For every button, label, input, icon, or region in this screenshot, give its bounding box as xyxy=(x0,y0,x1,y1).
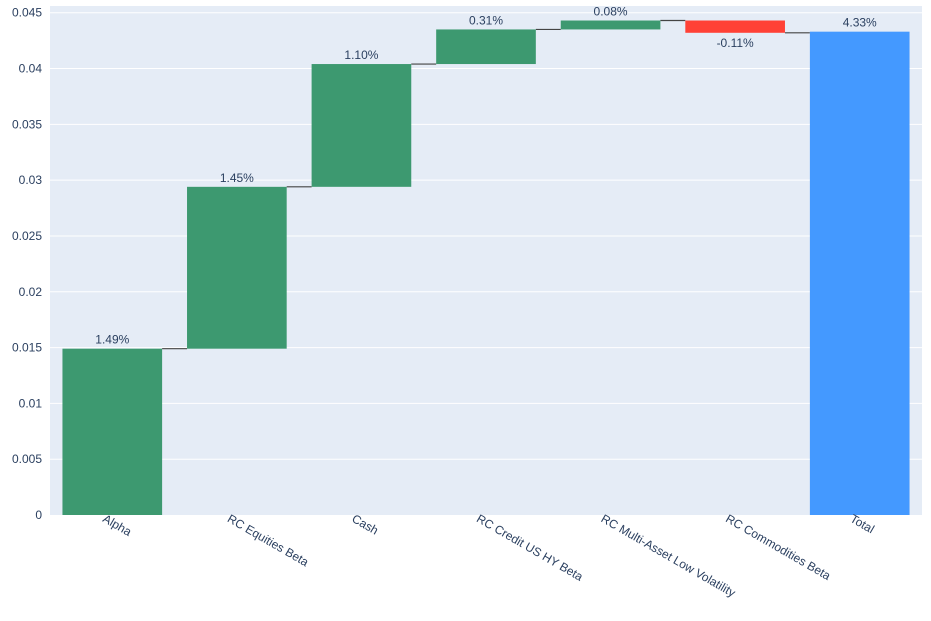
y-tick-label: 0.04 xyxy=(19,62,43,76)
data-label: -0.11% xyxy=(717,36,754,50)
bar xyxy=(187,186,287,349)
data-label: 1.49% xyxy=(95,333,129,347)
y-tick-label: 0.02 xyxy=(19,285,43,299)
data-label: 1.10% xyxy=(344,48,378,62)
x-tick-label: RC Credit US HY Beta xyxy=(474,511,586,584)
bar xyxy=(685,20,785,33)
data-label: 4.33% xyxy=(843,16,877,30)
data-label: 1.45% xyxy=(220,171,254,185)
y-axis-tick-labels: 0 0.005 0.01 0.015 0.02 0.025 0.03 0.035 0.04 0.0… xyxy=(12,6,42,522)
bar xyxy=(62,348,163,515)
x-tick-label: Cash xyxy=(350,511,381,537)
bar xyxy=(809,31,910,515)
y-tick-label: 0.005 xyxy=(12,452,42,466)
bars xyxy=(62,20,910,515)
x-tick-label: Total xyxy=(848,511,877,536)
bar xyxy=(436,29,536,65)
bar xyxy=(311,64,412,187)
x-tick-label: RC Multi-Asset Low Volatility xyxy=(599,511,738,599)
connector-lines xyxy=(162,19,810,350)
x-axis-tick-labels: Alpha RC Equities Beta Cash RC Credit US HY… xyxy=(100,511,876,599)
plot-background xyxy=(50,6,922,515)
data-label: 0.31% xyxy=(469,13,503,27)
y-tick-label: 0.03 xyxy=(19,173,43,187)
y-tick-label: 0.015 xyxy=(12,341,42,355)
x-tick-label: Alpha xyxy=(100,511,134,539)
x-tick-label: RC Equities Beta xyxy=(225,511,311,569)
y-tick-label: 0.01 xyxy=(19,396,43,410)
y-tick-label: 0 xyxy=(35,508,42,522)
data-label: 0.08% xyxy=(594,5,628,19)
y-tick-label: 0.035 xyxy=(12,117,42,131)
data-labels: 1.49% 1.45% 1.10% 0.31% 0.08% -0.11% 4.33% xyxy=(95,5,877,347)
x-tick-label: RC Commodities Beta xyxy=(723,511,833,583)
bar xyxy=(560,20,661,30)
y-tick-label: 0.045 xyxy=(12,6,42,20)
y-tick-label: 0.025 xyxy=(12,229,42,243)
